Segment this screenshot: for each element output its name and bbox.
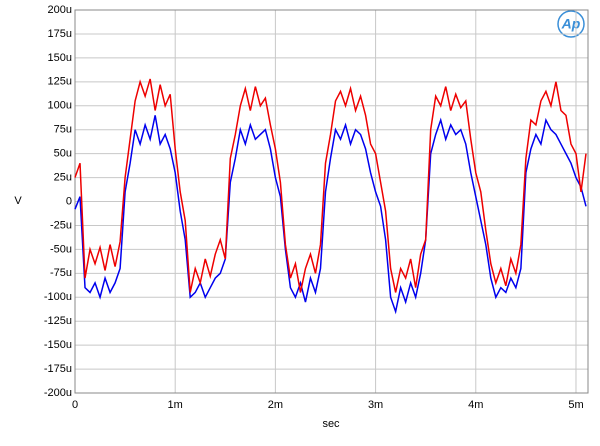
y-tick-label: -200u — [44, 387, 72, 399]
y-tick-label: -50u — [50, 243, 72, 255]
series-line — [74, 78, 587, 293]
y-tick-label: 100u — [48, 100, 72, 112]
x-axis-label: sec — [322, 418, 340, 430]
x-tick-label: 5m — [568, 399, 583, 411]
x-tick-label: 3m — [368, 399, 383, 411]
y-tick-label: -25u — [50, 219, 72, 231]
x-tick-label: 0 — [72, 399, 78, 411]
y-axis-label: V — [14, 195, 22, 207]
logo-ring — [557, 10, 585, 38]
logo: Ap — [561, 16, 581, 32]
y-tick-label: 175u — [48, 28, 72, 40]
x-tick-label: 4m — [468, 399, 483, 411]
x-tick-label: 1m — [168, 399, 183, 411]
y-tick-label: 0 — [66, 195, 72, 207]
y-tick-label: 200u — [48, 4, 72, 16]
y-tick-label: 150u — [48, 52, 72, 64]
y-tick-label: 125u — [48, 76, 72, 88]
y-tick-label: 50u — [54, 148, 72, 160]
y-tick-label: 25u — [54, 171, 72, 183]
y-tick-label: -75u — [50, 267, 72, 279]
series-line — [74, 115, 587, 315]
y-tick-label: 75u — [54, 124, 72, 136]
y-tick-label: -175u — [44, 363, 72, 375]
x-tick-label: 2m — [268, 399, 283, 411]
plot-frame — [74, 9, 589, 394]
y-tick-label: -125u — [44, 315, 72, 327]
y-tick-label: -150u — [44, 339, 72, 351]
y-tick-label: -100u — [44, 291, 72, 303]
